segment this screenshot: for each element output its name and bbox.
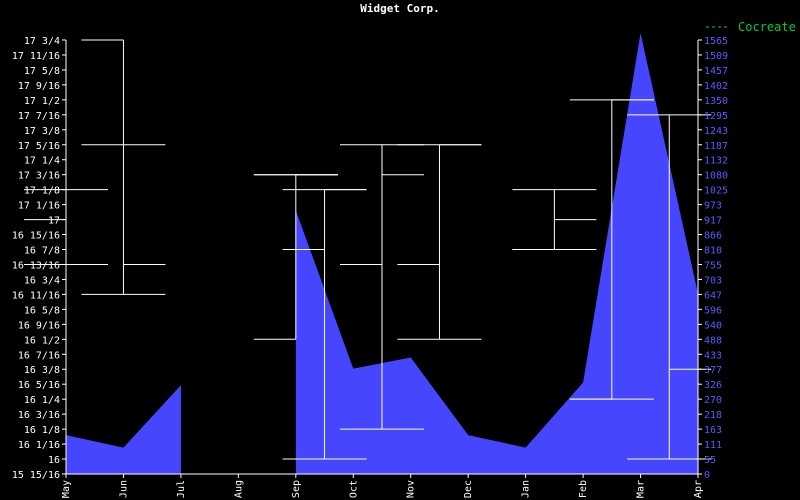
x-tick-label: Aug <box>233 480 244 498</box>
right-tick-label: 1402 <box>704 81 728 92</box>
right-tick-label: 270 <box>704 395 722 406</box>
x-tick-label: Mar <box>636 480 647 498</box>
left-tick-label: 16 7/8 <box>24 246 60 257</box>
left-tick-label: 16 1/8 <box>24 425 60 436</box>
left-tick-label: 17 9/16 <box>18 81 60 92</box>
left-tick-label: 16 1/2 <box>24 335 60 346</box>
left-tick-label: 16 15/16 <box>12 231 60 242</box>
left-tick-label: 17 1/4 <box>24 156 60 167</box>
right-tick-label: 1243 <box>704 126 728 137</box>
right-tick-label: 488 <box>704 335 722 346</box>
left-tick-label: 16 5/8 <box>24 305 60 316</box>
ohlc-bar <box>282 189 367 460</box>
ohlc-bar <box>627 114 712 460</box>
left-tick-label: 16 11/16 <box>12 290 60 301</box>
left-tick-label: 16 7/16 <box>18 350 60 361</box>
right-tick-label: 1132 <box>704 156 728 167</box>
right-tick-label: 866 <box>704 231 722 242</box>
ohlc-bar <box>397 144 482 340</box>
right-tick-label: 1457 <box>704 66 728 77</box>
ohlc-bar <box>81 39 166 295</box>
x-tick-label: Feb <box>578 480 589 498</box>
left-tick-label: 16 <box>48 455 60 466</box>
right-tick-label: 1187 <box>704 141 728 152</box>
right-tick-label: 596 <box>704 305 722 316</box>
right-tick-label: 703 <box>704 275 722 286</box>
x-tick-label: Jul <box>176 480 187 498</box>
right-tick-label: 755 <box>704 260 722 271</box>
right-tick-label: 377 <box>704 365 722 376</box>
right-tick-label: 163 <box>704 425 722 436</box>
axes: May Jun Jul Aug Sep Oct Nov Dec Jan Feb Mar Apr 15 1… <box>12 36 728 498</box>
right-tick-label: 647 <box>704 290 722 301</box>
right-tick-label: 0 <box>704 470 710 481</box>
left-tick-label: 17 1/8 <box>24 186 60 197</box>
ohlc-bar <box>569 99 654 400</box>
right-tick-label: 326 <box>704 380 722 391</box>
left-tick-label: 17 3/8 <box>24 126 60 137</box>
x-tick-label: Apr <box>693 480 704 498</box>
right-tick-label: 55 <box>704 455 716 466</box>
left-tick-label: 17 <box>48 216 60 227</box>
right-tick-label: 1509 <box>704 51 728 62</box>
chart-title: Widget Corp. <box>360 2 439 15</box>
right-tick-label: 973 <box>704 201 722 212</box>
ohlc-bar <box>340 144 424 430</box>
left-tick-label: 16 3/8 <box>24 365 60 376</box>
right-tick-label: 917 <box>704 216 722 227</box>
x-tick-label: May <box>61 480 72 498</box>
x-tick-label: Jun <box>118 480 129 498</box>
ohlc-bar <box>253 174 338 340</box>
left-tick-label: 17 1/16 <box>18 201 60 212</box>
right-tick-label: 1025 <box>704 186 728 197</box>
legend: Cocreate <box>706 20 796 34</box>
right-tick-label: 540 <box>704 320 722 331</box>
x-tick-label: Sep <box>291 480 302 498</box>
ohlc-series <box>24 39 712 460</box>
left-tick-label: 16 3/16 <box>18 410 60 421</box>
left-tick-label: 16 5/16 <box>18 380 60 391</box>
left-tick-label: 17 11/16 <box>12 51 60 62</box>
right-tick-label: 1350 <box>704 96 728 107</box>
left-tick-label: 17 7/16 <box>18 111 60 122</box>
x-tick-label: Nov <box>406 480 417 498</box>
left-tick-label: 17 5/8 <box>24 66 60 77</box>
right-tick-label: 1565 <box>704 36 728 47</box>
left-tick-label: 16 1/16 <box>18 440 60 451</box>
left-tick-label: 17 1/2 <box>24 96 60 107</box>
left-tick-label: 16 9/16 <box>18 320 60 331</box>
x-tick-label: Dec <box>463 480 474 498</box>
right-tick-label: 218 <box>704 410 722 421</box>
left-tick-label: 15 15/16 <box>12 470 60 481</box>
x-tick-label: Jan <box>521 480 532 498</box>
left-tick-label: 17 3/4 <box>24 36 60 47</box>
right-tick-label: 433 <box>704 350 722 361</box>
right-tick-label: 1295 <box>704 111 728 122</box>
left-tick-label: 16 1/4 <box>24 395 60 406</box>
left-tick-label: 17 3/16 <box>18 171 60 182</box>
right-tick-label: 810 <box>704 246 722 257</box>
x-tick-label: Oct <box>348 480 359 498</box>
left-tick-label: 17 5/16 <box>18 141 60 152</box>
legend-label: Cocreate <box>738 20 796 34</box>
left-tick-label: 16 3/4 <box>24 275 60 286</box>
ohlc-bar <box>512 189 597 251</box>
left-tick-label: 16 13/16 <box>12 260 60 271</box>
right-tick-label: 1080 <box>704 171 728 182</box>
right-tick-label: 111 <box>704 440 722 451</box>
